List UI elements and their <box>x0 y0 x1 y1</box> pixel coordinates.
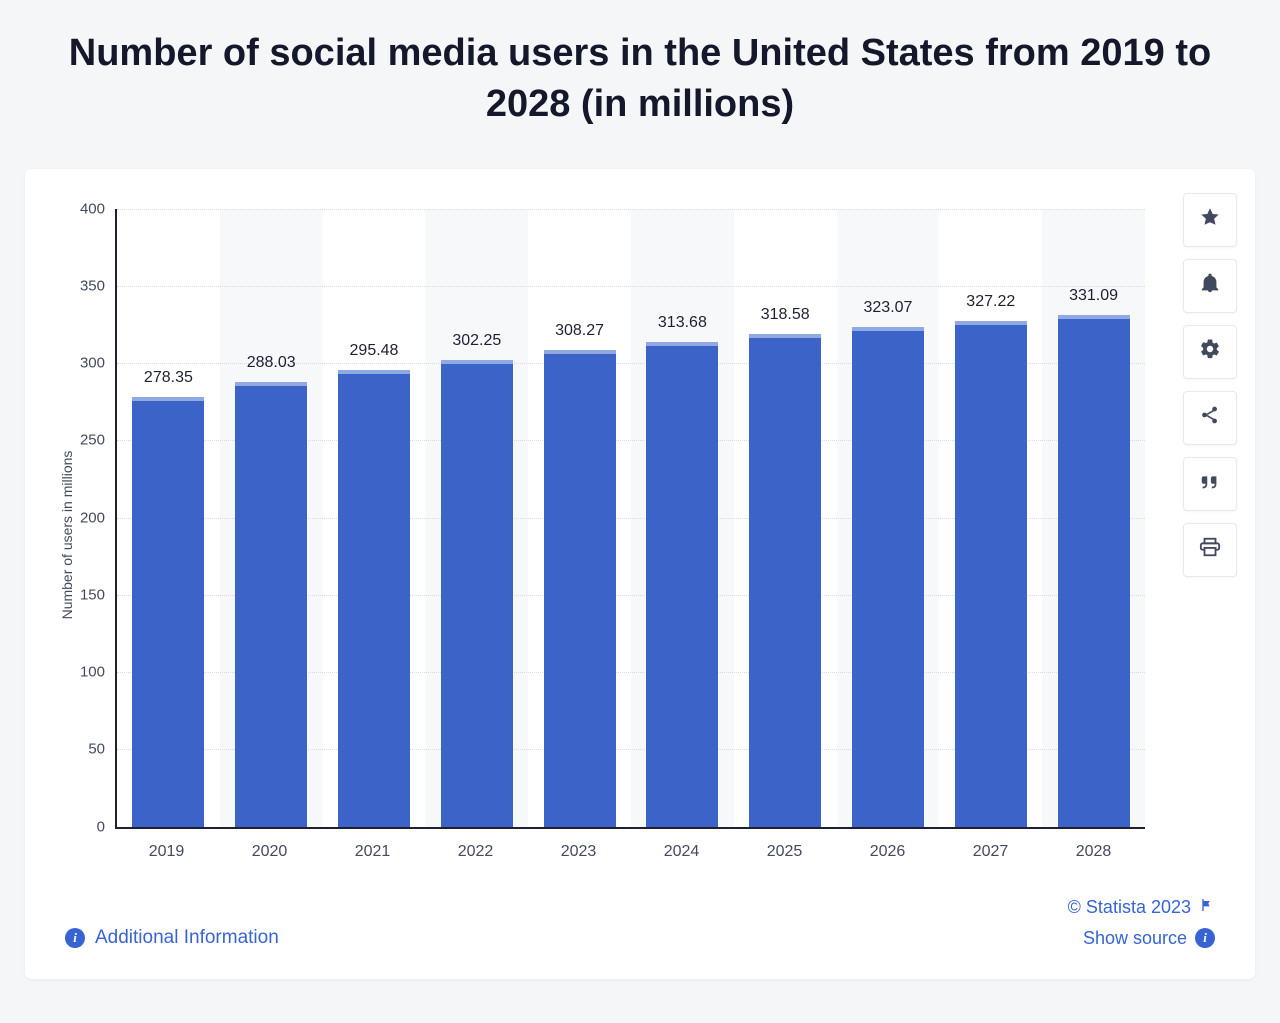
show-source-label: Show source <box>1083 928 1187 949</box>
bar-slot: 278.35 <box>117 209 220 827</box>
bar[interactable]: 288.03 <box>235 382 307 827</box>
x-tick-label: 2022 <box>424 843 527 861</box>
chart-card: Number of users in millions 0 50 100 150 200… <box>25 169 1255 979</box>
bar-slot: 288.03 <box>220 209 323 827</box>
x-tick-label: 2027 <box>939 843 1042 861</box>
y-tick-label: 100 <box>80 664 105 681</box>
bar-value-label: 278.35 <box>144 369 193 387</box>
bar-top-edge <box>544 350 616 354</box>
bar-top-edge <box>1058 315 1130 319</box>
bar-top-edge <box>955 321 1027 325</box>
bar-slot: 302.25 <box>425 209 528 827</box>
bar-value-label: 327.22 <box>966 293 1015 311</box>
copyright-link[interactable]: © Statista 2023 <box>1068 897 1215 918</box>
x-tick-label: 2028 <box>1042 843 1145 861</box>
bar-slot: 318.58 <box>734 209 837 827</box>
bell-icon <box>1199 272 1221 299</box>
bar-top-edge <box>749 334 821 338</box>
bar-slot: 323.07 <box>837 209 940 827</box>
bar-top-edge <box>852 327 924 331</box>
page-title: Number of social media users in the Unit… <box>0 0 1280 149</box>
x-tick-label: 2026 <box>836 843 939 861</box>
bar-slot: 313.68 <box>631 209 734 827</box>
bar-top-edge <box>132 397 204 401</box>
x-tick-label: 2020 <box>218 843 321 861</box>
bar-value-label: 323.07 <box>864 299 913 317</box>
bar[interactable]: 302.25 <box>441 360 513 827</box>
bar[interactable]: 295.48 <box>338 370 410 827</box>
bar-top-edge <box>235 382 307 386</box>
cite-button[interactable] <box>1183 457 1237 511</box>
quote-icon <box>1199 470 1221 497</box>
bar-value-label: 318.58 <box>761 306 810 324</box>
chart-toolbar <box>1183 193 1237 577</box>
bar-top-edge <box>338 370 410 374</box>
y-tick-label: 50 <box>88 741 105 758</box>
plot-area: 050100150200250300350400278.35288.03295.… <box>115 209 1145 829</box>
y-tick-label: 300 <box>80 355 105 372</box>
y-tick-label: 350 <box>80 277 105 294</box>
copyright-text: © Statista 2023 <box>1068 897 1191 918</box>
bar-slot: 295.48 <box>323 209 426 827</box>
show-source-link[interactable]: Show source i <box>1083 928 1215 949</box>
x-tick-label: 2021 <box>321 843 424 861</box>
x-tick-label: 2025 <box>733 843 836 861</box>
bar-value-label: 295.48 <box>350 342 399 360</box>
settings-button[interactable] <box>1183 325 1237 379</box>
bar-value-label: 308.27 <box>555 322 604 340</box>
bar-value-label: 313.68 <box>658 314 707 332</box>
y-axis-label: Number of users in millions <box>59 450 75 619</box>
bar[interactable]: 278.35 <box>132 397 204 827</box>
x-tick-label: 2019 <box>115 843 218 861</box>
flag-icon <box>1199 897 1215 918</box>
print-button[interactable] <box>1183 523 1237 577</box>
info-icon: i <box>1195 928 1215 948</box>
bar-top-edge <box>441 360 513 364</box>
y-tick-label: 0 <box>97 818 105 835</box>
chart-footer: i Additional Information © Statista 2023… <box>65 897 1215 949</box>
star-icon <box>1199 206 1221 233</box>
share-button[interactable] <box>1183 391 1237 445</box>
gear-icon <box>1199 338 1221 365</box>
share-icon <box>1199 404 1221 431</box>
x-tick-label: 2024 <box>630 843 733 861</box>
bar-slot: 327.22 <box>939 209 1042 827</box>
bar[interactable]: 313.68 <box>646 342 718 827</box>
footer-right: © Statista 2023 Show source i <box>1068 897 1215 949</box>
info-icon: i <box>65 928 85 948</box>
y-tick-label: 150 <box>80 586 105 603</box>
bar-value-label: 302.25 <box>452 332 501 350</box>
additional-info-label: Additional Information <box>95 927 279 949</box>
bar[interactable]: 327.22 <box>955 321 1027 827</box>
notify-button[interactable] <box>1183 259 1237 313</box>
x-axis-labels: 2019202020212022202320242025202620272028 <box>115 843 1145 861</box>
bar[interactable]: 308.27 <box>544 350 616 826</box>
print-icon <box>1199 536 1221 563</box>
favorite-button[interactable] <box>1183 193 1237 247</box>
bar-slot: 308.27 <box>528 209 631 827</box>
bar[interactable]: 318.58 <box>749 334 821 826</box>
additional-info-link[interactable]: i Additional Information <box>65 927 279 949</box>
bar-value-label: 288.03 <box>247 354 296 372</box>
bar-value-label: 331.09 <box>1069 287 1118 305</box>
bars-container: 278.35 288.03 295.48 302.25 308.27 313.68 318.… <box>117 209 1145 827</box>
chart-area: Number of users in millions 050100150200… <box>115 209 1145 861</box>
y-tick-label: 250 <box>80 432 105 449</box>
bar[interactable]: 323.07 <box>852 327 924 826</box>
x-tick-label: 2023 <box>527 843 630 861</box>
y-tick-label: 400 <box>80 200 105 217</box>
bar-top-edge <box>646 342 718 346</box>
bar-slot: 331.09 <box>1042 209 1145 827</box>
bar[interactable]: 331.09 <box>1058 315 1130 827</box>
y-tick-label: 200 <box>80 509 105 526</box>
